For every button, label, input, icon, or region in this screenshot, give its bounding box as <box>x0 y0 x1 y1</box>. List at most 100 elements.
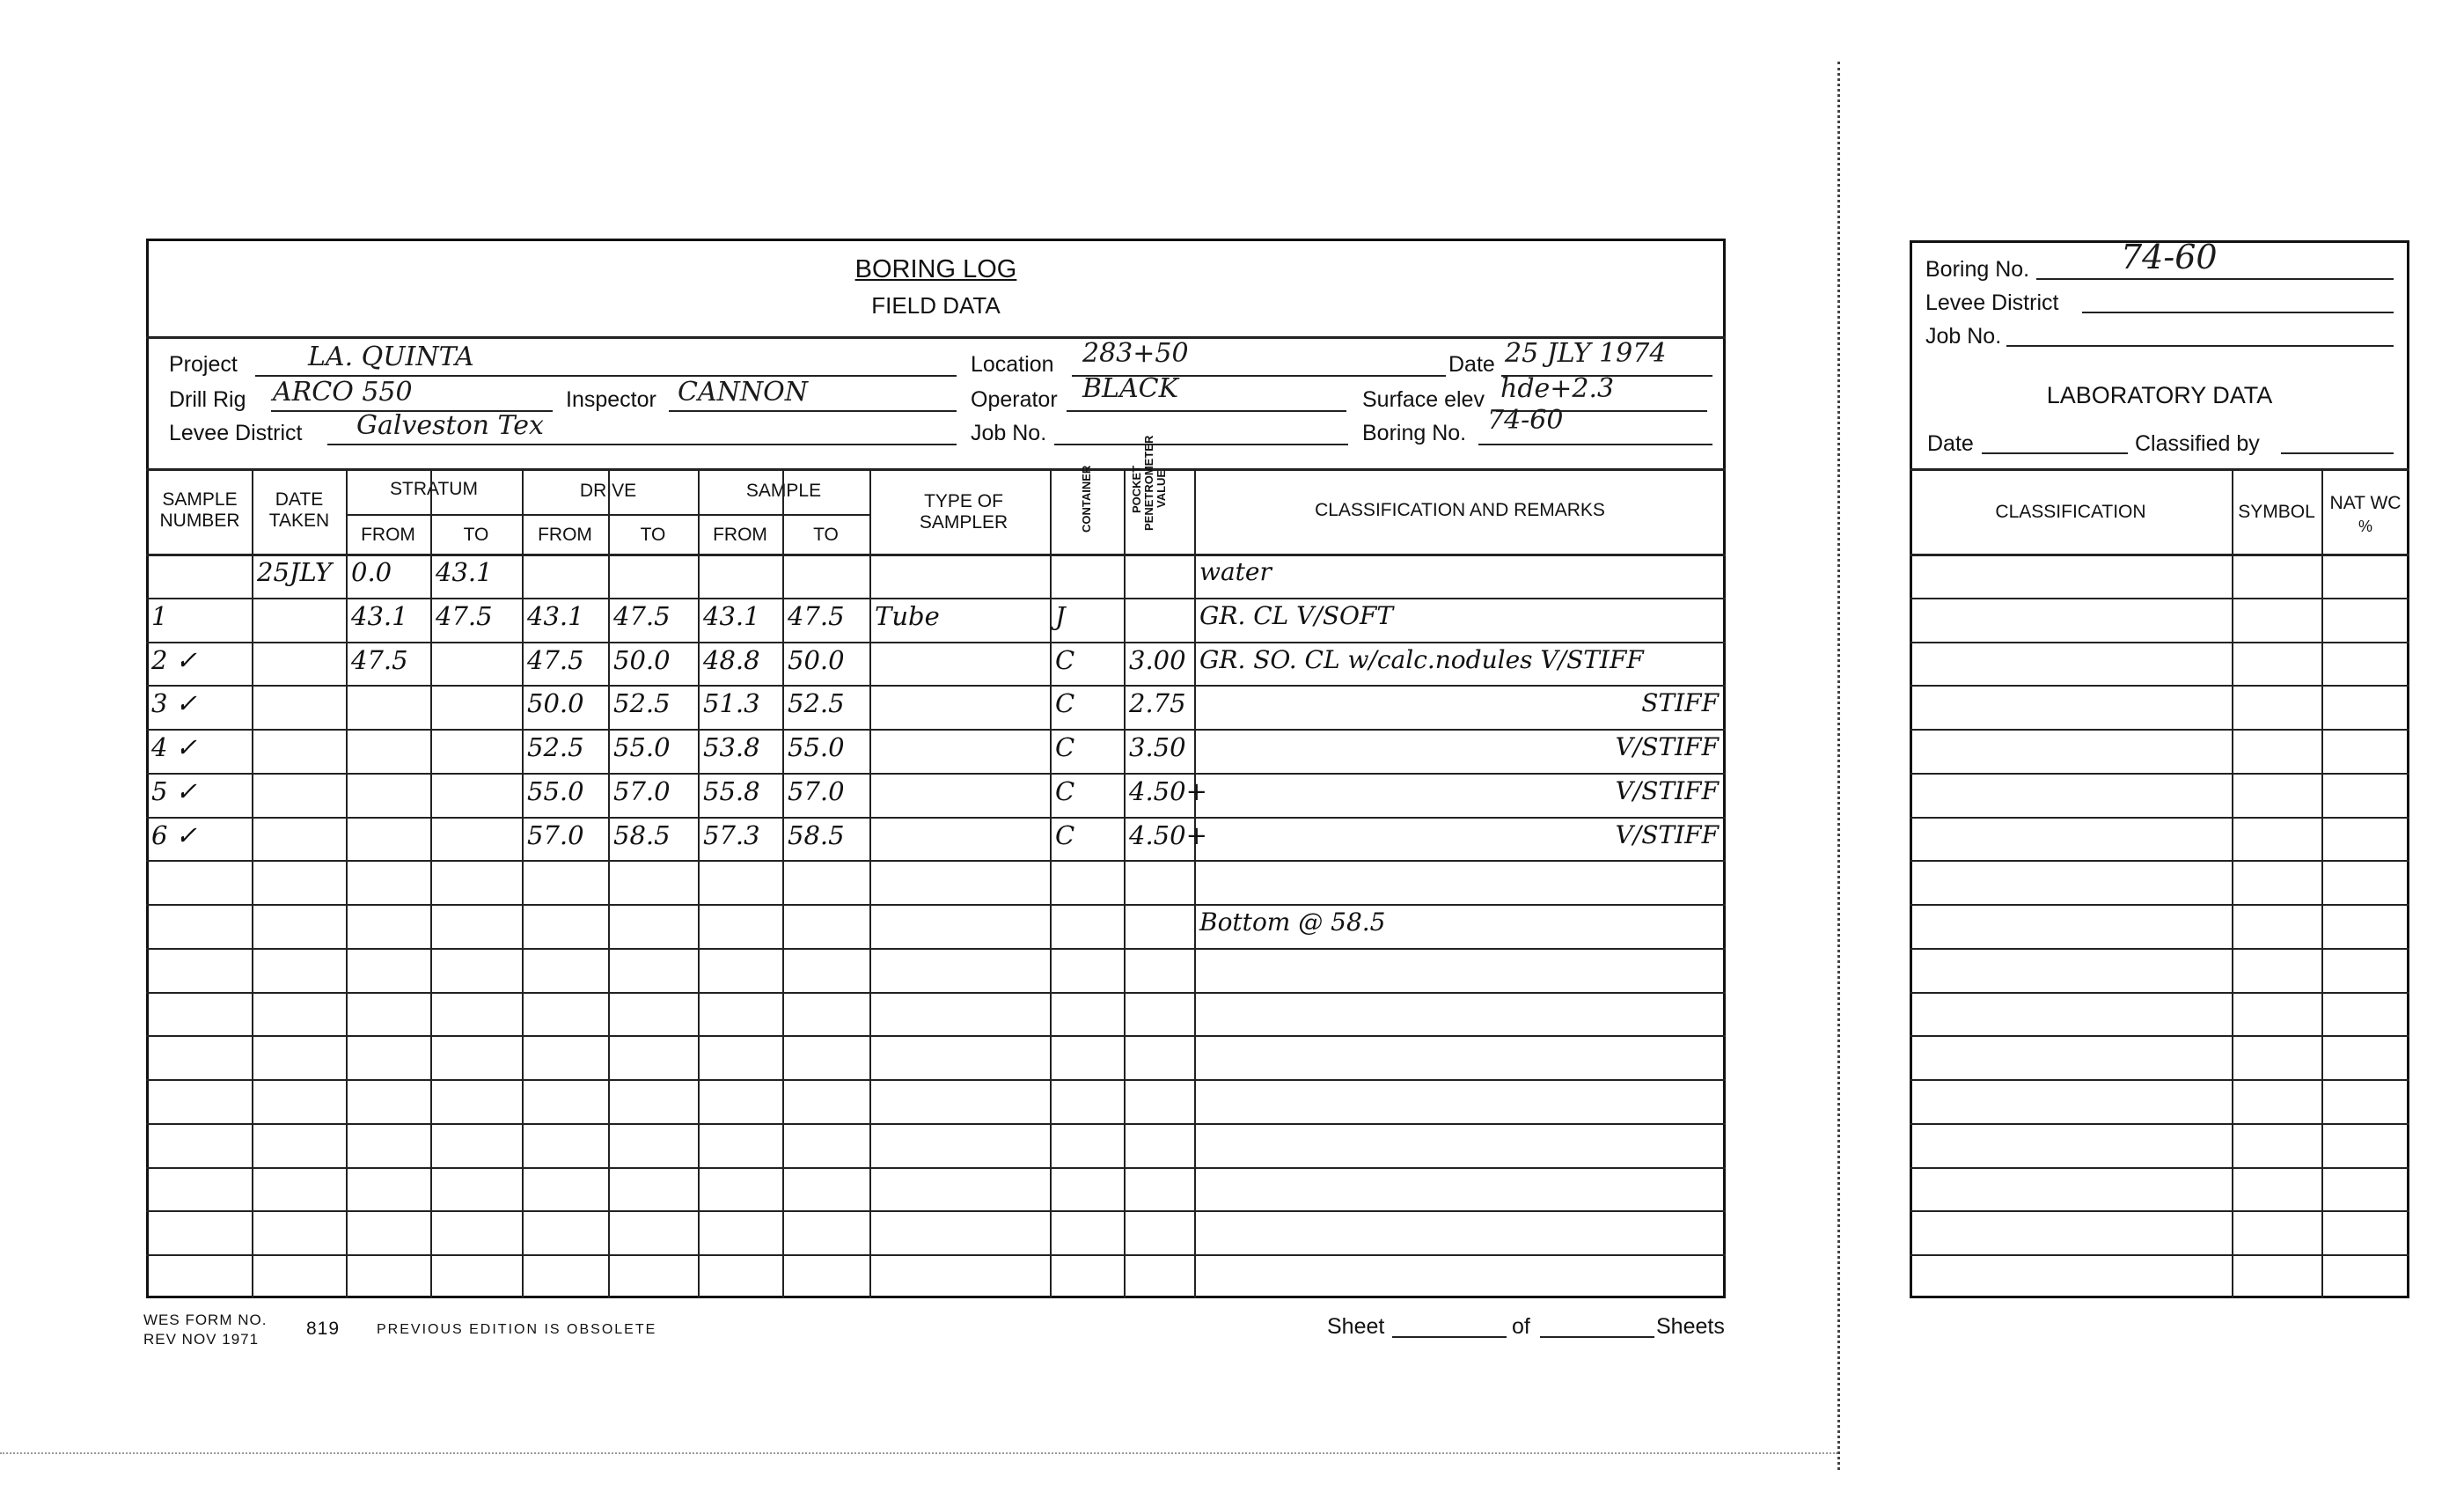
cell-container[interactable]: C <box>1055 775 1075 806</box>
cell-sample-from[interactable]: 51.3 <box>703 688 760 719</box>
drill-rig-value[interactable]: ARCO 550 <box>273 377 413 408</box>
row-divider <box>146 729 1726 731</box>
cell-drive-from[interactable]: 55.0 <box>527 775 584 806</box>
cell-classification-remarks[interactable]: GR. CL V/SOFT <box>1199 600 1394 630</box>
cell-sample-to[interactable]: 52.5 <box>788 688 845 719</box>
row-divider <box>146 772 1726 775</box>
cell-drive-from[interactable]: 57.0 <box>527 819 584 850</box>
cell-penetrometer-value[interactable]: 4.50+ <box>1129 819 1207 850</box>
row-divider <box>1910 685 2409 687</box>
date-value[interactable]: 25 JLY 1974 <box>1505 338 1667 369</box>
boring-no-value[interactable]: 74-60 <box>1487 405 1564 436</box>
cell-sample-from[interactable]: 48.8 <box>703 644 760 675</box>
cell-drive-from[interactable]: 50.0 <box>527 688 584 719</box>
cell-stratum-from[interactable]: 43.1 <box>351 600 408 631</box>
row-divider <box>1910 860 2409 863</box>
cell-drive-from[interactable]: 47.5 <box>527 644 584 675</box>
subheader-from: FROM <box>361 525 415 545</box>
cell-drive-to[interactable]: 58.5 <box>613 819 671 850</box>
cell-sample-from[interactable]: 55.8 <box>703 775 760 806</box>
location-value[interactable]: 283+50 <box>1082 338 1189 369</box>
levee-district-label: Levee District <box>169 421 303 445</box>
cell-penetrometer-value[interactable]: 4.50+ <box>1129 775 1207 806</box>
divider <box>146 468 1726 471</box>
surface-elev-line <box>1496 410 1707 412</box>
cell-classification-remarks[interactable]: water <box>1199 557 1272 586</box>
cell-classification-remarks[interactable]: GR. SO. CL w/calc.nodules V/STIFF <box>1199 644 1644 674</box>
cell-sample-number[interactable]: 5 ✓ <box>151 775 197 806</box>
operator-value[interactable]: BLACK <box>1082 373 1178 404</box>
cell-penetrometer-value[interactable]: 3.50 <box>1129 732 1186 763</box>
form-title: BORING LOG <box>854 255 1017 283</box>
inspector-value[interactable]: CANNON <box>678 377 808 408</box>
drill-rig-line <box>271 410 553 412</box>
inspector-line <box>669 410 957 412</box>
cell-stratum-to[interactable]: 43.1 <box>436 557 493 587</box>
row-divider <box>1910 1210 2409 1213</box>
cell-stratum-to[interactable]: 47.5 <box>436 600 493 631</box>
surface-elev-value[interactable]: hde+2.3 <box>1500 373 1615 404</box>
cell-container[interactable]: C <box>1055 819 1075 850</box>
cell-drive-to[interactable]: 55.0 <box>613 732 671 763</box>
cell-sample-number[interactable]: 1 <box>151 600 168 631</box>
drill-rig-label: Drill Rig <box>169 387 246 412</box>
cell-classification-remarks[interactable]: STIFF <box>1641 688 1719 718</box>
lab-boring-no-value[interactable]: 74-60 <box>2121 238 2218 276</box>
levee-district-value[interactable]: Galveston Tex <box>356 410 544 441</box>
lab-classified-by-line <box>2281 452 2394 454</box>
cell-drive-to[interactable]: 47.5 <box>613 600 671 631</box>
cell-container[interactable]: C <box>1055 732 1075 763</box>
cell-container[interactable]: J <box>1055 600 1066 631</box>
cell-sample-to[interactable]: 55.0 <box>788 732 845 763</box>
row-divider <box>146 641 1726 643</box>
subheader-divider <box>522 514 698 516</box>
row-divider <box>146 1035 1726 1038</box>
levee-district-line <box>327 444 957 445</box>
cell-type-of-sampler[interactable]: Tube <box>875 600 940 631</box>
cell-sample-number[interactable]: 2 ✓ <box>151 644 197 675</box>
column-divider <box>346 468 348 1298</box>
row-divider <box>1910 729 2409 731</box>
cell-sample-from[interactable]: 43.1 <box>703 600 760 631</box>
boring-no-line <box>1478 444 1712 445</box>
column-divider <box>698 468 700 1298</box>
cell-container[interactable]: C <box>1055 644 1075 675</box>
cell-sample-to[interactable]: 50.0 <box>788 644 845 675</box>
lab-levee-district-line <box>2082 312 2394 313</box>
cell-drive-from[interactable]: 43.1 <box>527 600 584 631</box>
cell-date-taken[interactable]: 25JLY <box>257 557 333 587</box>
row-divider <box>1910 1079 2409 1082</box>
cell-sample-to[interactable]: 47.5 <box>788 600 845 631</box>
cell-drive-from[interactable]: 52.5 <box>527 732 584 763</box>
cell-classification-remarks[interactable]: Bottom @ 58.5 <box>1199 907 1386 937</box>
cell-penetrometer-value[interactable]: 3.00 <box>1129 644 1186 675</box>
lab-header-nat-wc: NAT WC <box>2329 493 2402 513</box>
cell-drive-to[interactable]: 57.0 <box>613 775 671 806</box>
cell-sample-number[interactable]: 4 ✓ <box>151 732 197 763</box>
cell-stratum-from[interactable]: 47.5 <box>351 644 408 675</box>
form-number: 819 <box>306 1319 341 1339</box>
subheader-divider <box>346 514 522 516</box>
cell-sample-number[interactable]: 3 ✓ <box>151 688 197 719</box>
cell-sample-to[interactable]: 58.5 <box>788 819 845 850</box>
cell-classification-remarks[interactable]: V/STIFF <box>1615 775 1719 805</box>
project-value[interactable]: LA. QUINTA <box>308 342 474 372</box>
cell-classification-remarks[interactable]: V/STIFF <box>1615 819 1719 849</box>
cell-sample-to[interactable]: 57.0 <box>788 775 845 806</box>
cell-penetrometer-value[interactable]: 2.75 <box>1129 688 1186 719</box>
cell-classification-remarks[interactable]: V/STIFF <box>1615 732 1719 762</box>
divider <box>146 336 1726 339</box>
cell-sample-number[interactable]: 6 ✓ <box>151 819 197 850</box>
row-divider <box>1910 991 2409 994</box>
obsolete-notice: PREVIOUS EDITION IS OBSOLETE <box>377 1322 657 1337</box>
cell-stratum-from[interactable]: 0.0 <box>351 557 392 587</box>
field-data-form <box>146 239 1726 1298</box>
lab-header-symbol: SYMBOL <box>2238 502 2315 522</box>
row-divider <box>1910 597 2409 599</box>
header-type-of-sampler: TYPE OF SAMPLER <box>919 491 1008 533</box>
cell-sample-from[interactable]: 57.3 <box>703 819 760 850</box>
cell-drive-to[interactable]: 50.0 <box>613 644 671 675</box>
cell-container[interactable]: C <box>1055 688 1075 719</box>
cell-sample-from[interactable]: 53.8 <box>703 732 760 763</box>
cell-drive-to[interactable]: 52.5 <box>613 688 671 719</box>
